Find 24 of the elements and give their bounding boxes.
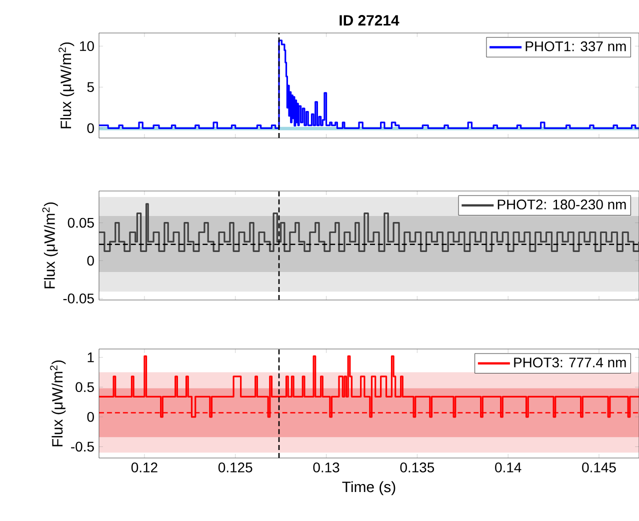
x-tick-label: 0.145 bbox=[582, 462, 616, 472]
legend-label: PHOT3: 777.4 nm bbox=[514, 358, 626, 368]
x-tick-label: 0.13 bbox=[313, 462, 340, 472]
y-tick-label: 5 bbox=[87, 82, 94, 92]
x-axis-title: Time (s) bbox=[342, 481, 396, 496]
y-axis-title: Flux (μW/m$^{2}$) bbox=[42, 202, 58, 288]
x-tick-label: 0.135 bbox=[400, 462, 434, 472]
x-tick-label: 0.125 bbox=[218, 462, 252, 472]
y-tick-label: 0.05 bbox=[68, 218, 94, 228]
y-tick-label: 0 bbox=[87, 123, 94, 134]
y-axis-title: Flux (μW/m$^{2}$) bbox=[50, 360, 66, 446]
y-tick-label: -0.05 bbox=[63, 294, 94, 304]
x-tick-label: 0.14 bbox=[495, 462, 522, 472]
y-tick-label: 0 bbox=[87, 412, 94, 422]
x-tick-label: 0.12 bbox=[131, 462, 158, 472]
y-tick-label: 0.5 bbox=[76, 382, 94, 392]
y-tick-label: -0.5 bbox=[71, 442, 94, 452]
y-tick-label: 10 bbox=[80, 41, 94, 52]
y-tick-label: 0 bbox=[87, 256, 94, 266]
legend-label: PHOT1: 337 nm bbox=[526, 41, 626, 52]
y-axis-title: Flux (μW/m$^{2}$) bbox=[58, 42, 74, 128]
legend-label: PHOT2: 180-230 nm bbox=[498, 200, 626, 210]
y-tick-label: 1 bbox=[88, 352, 94, 362]
chart-title: ID 27214 bbox=[340, 15, 400, 26]
